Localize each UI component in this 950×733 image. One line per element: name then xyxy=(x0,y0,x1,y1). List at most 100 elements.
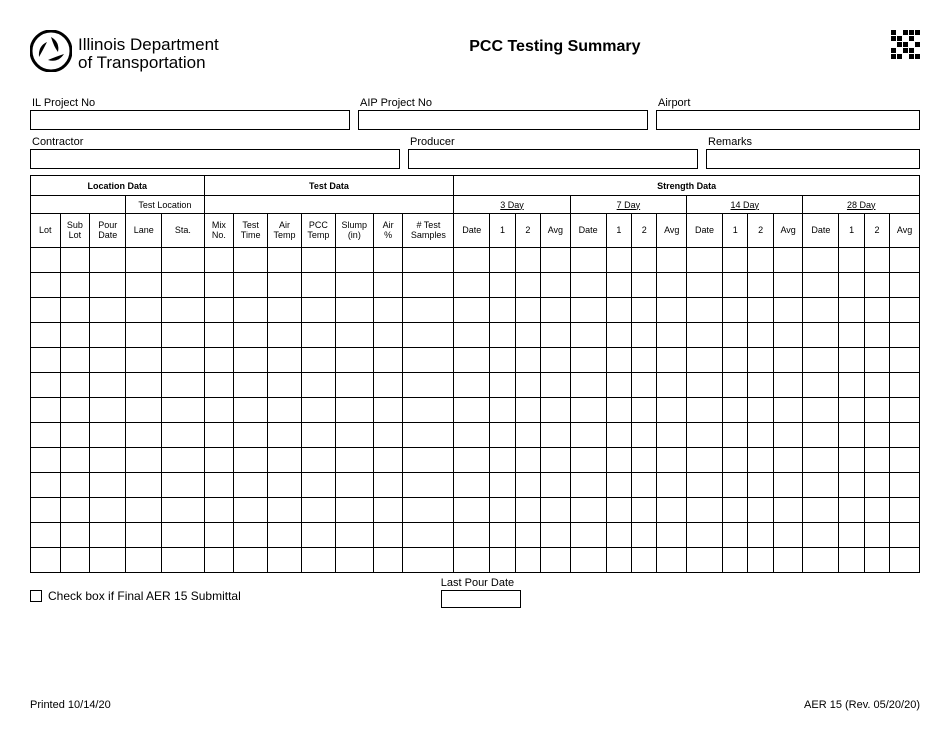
table-cell[interactable] xyxy=(301,548,335,573)
table-cell[interactable] xyxy=(335,398,373,423)
table-cell[interactable] xyxy=(773,498,803,523)
table-cell[interactable] xyxy=(162,423,204,448)
table-cell[interactable] xyxy=(234,448,268,473)
table-cell[interactable] xyxy=(632,298,657,323)
table-cell[interactable] xyxy=(515,398,540,423)
table-cell[interactable] xyxy=(126,373,162,398)
table-cell[interactable] xyxy=(657,248,687,273)
table-cell[interactable] xyxy=(234,498,268,523)
table-cell[interactable] xyxy=(632,373,657,398)
table-cell[interactable] xyxy=(657,498,687,523)
table-cell[interactable] xyxy=(541,373,571,398)
table-cell[interactable] xyxy=(890,323,920,348)
table-cell[interactable] xyxy=(490,423,515,448)
table-cell[interactable] xyxy=(570,298,606,323)
table-cell[interactable] xyxy=(723,398,748,423)
table-cell[interactable] xyxy=(490,373,515,398)
table-cell[interactable] xyxy=(234,423,268,448)
table-cell[interactable] xyxy=(234,348,268,373)
final-submittal-checkbox[interactable] xyxy=(30,590,42,602)
table-cell[interactable] xyxy=(335,248,373,273)
table-cell[interactable] xyxy=(839,398,864,423)
table-cell[interactable] xyxy=(773,448,803,473)
input-producer[interactable] xyxy=(408,149,698,169)
table-cell[interactable] xyxy=(803,373,839,398)
table-cell[interactable] xyxy=(773,473,803,498)
table-cell[interactable] xyxy=(126,248,162,273)
table-cell[interactable] xyxy=(890,498,920,523)
table-cell[interactable] xyxy=(204,498,234,523)
table-cell[interactable] xyxy=(268,473,302,498)
table-cell[interactable] xyxy=(31,448,61,473)
table-cell[interactable] xyxy=(890,273,920,298)
table-cell[interactable] xyxy=(162,348,204,373)
table-cell[interactable] xyxy=(632,348,657,373)
table-cell[interactable] xyxy=(748,373,773,398)
table-cell[interactable] xyxy=(31,473,61,498)
table-cell[interactable] xyxy=(515,523,540,548)
table-cell[interactable] xyxy=(773,323,803,348)
table-cell[interactable] xyxy=(335,523,373,548)
table-cell[interactable] xyxy=(162,323,204,348)
table-cell[interactable] xyxy=(803,273,839,298)
table-cell[interactable] xyxy=(803,448,839,473)
table-cell[interactable] xyxy=(234,523,268,548)
table-cell[interactable] xyxy=(773,298,803,323)
table-cell[interactable] xyxy=(839,423,864,448)
table-cell[interactable] xyxy=(268,323,302,348)
table-cell[interactable] xyxy=(90,398,126,423)
table-cell[interactable] xyxy=(373,348,403,373)
table-cell[interactable] xyxy=(570,323,606,348)
table-cell[interactable] xyxy=(403,548,454,573)
table-cell[interactable] xyxy=(126,523,162,548)
table-cell[interactable] xyxy=(301,423,335,448)
table-cell[interactable] xyxy=(632,398,657,423)
table-cell[interactable] xyxy=(541,498,571,523)
table-cell[interactable] xyxy=(515,473,540,498)
table-cell[interactable] xyxy=(60,348,90,373)
table-cell[interactable] xyxy=(60,473,90,498)
table-cell[interactable] xyxy=(454,398,490,423)
table-cell[interactable] xyxy=(335,323,373,348)
table-cell[interactable] xyxy=(687,498,723,523)
table-cell[interactable] xyxy=(335,298,373,323)
table-cell[interactable] xyxy=(687,273,723,298)
table-cell[interactable] xyxy=(803,473,839,498)
table-cell[interactable] xyxy=(454,323,490,348)
table-cell[interactable] xyxy=(515,348,540,373)
table-cell[interactable] xyxy=(687,348,723,373)
table-cell[interactable] xyxy=(748,248,773,273)
table-cell[interactable] xyxy=(126,398,162,423)
table-cell[interactable] xyxy=(657,523,687,548)
table-cell[interactable] xyxy=(301,273,335,298)
table-cell[interactable] xyxy=(890,548,920,573)
table-cell[interactable] xyxy=(301,398,335,423)
table-cell[interactable] xyxy=(839,323,864,348)
table-cell[interactable] xyxy=(234,373,268,398)
table-cell[interactable] xyxy=(90,248,126,273)
input-aip-project-no[interactable] xyxy=(358,110,648,130)
table-cell[interactable] xyxy=(657,448,687,473)
input-contractor[interactable] xyxy=(30,149,400,169)
table-cell[interactable] xyxy=(373,298,403,323)
table-cell[interactable] xyxy=(126,473,162,498)
table-cell[interactable] xyxy=(864,298,889,323)
table-cell[interactable] xyxy=(890,523,920,548)
table-cell[interactable] xyxy=(890,298,920,323)
table-cell[interactable] xyxy=(126,348,162,373)
table-cell[interactable] xyxy=(403,448,454,473)
table-cell[interactable] xyxy=(606,273,631,298)
table-cell[interactable] xyxy=(864,473,889,498)
table-cell[interactable] xyxy=(403,248,454,273)
table-cell[interactable] xyxy=(723,473,748,498)
table-cell[interactable] xyxy=(60,373,90,398)
table-cell[interactable] xyxy=(234,548,268,573)
table-cell[interactable] xyxy=(90,323,126,348)
table-cell[interactable] xyxy=(403,273,454,298)
table-cell[interactable] xyxy=(657,423,687,448)
table-cell[interactable] xyxy=(301,298,335,323)
table-cell[interactable] xyxy=(454,373,490,398)
table-cell[interactable] xyxy=(541,423,571,448)
table-cell[interactable] xyxy=(403,298,454,323)
table-cell[interactable] xyxy=(515,323,540,348)
